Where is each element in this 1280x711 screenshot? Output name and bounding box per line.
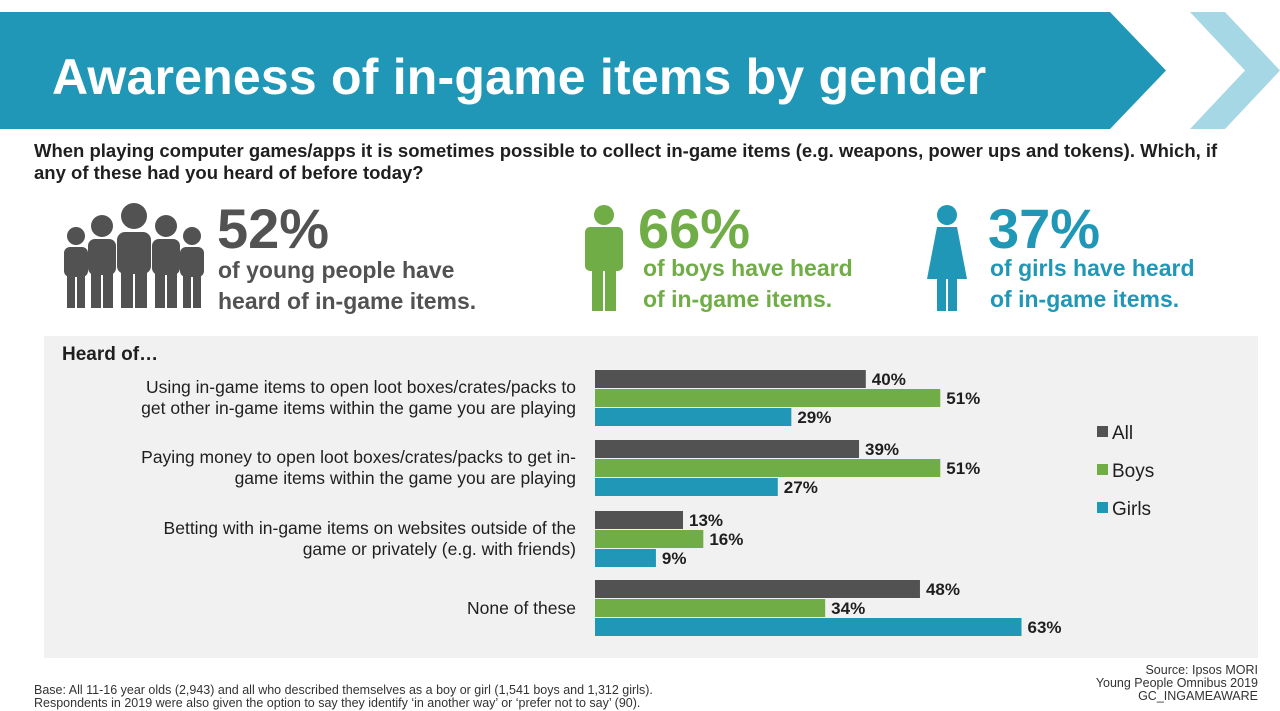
data-label: 9%: [662, 549, 687, 568]
category-label-line: Betting with in-game items on websites o…: [163, 518, 576, 538]
stat-girls-line2: of in-game items.: [990, 286, 1180, 312]
bar-all: [595, 440, 860, 458]
category-label: Betting with in-game items on websites o…: [36, 518, 576, 560]
data-label: 48%: [926, 580, 960, 599]
legend-label: Boys: [1112, 461, 1154, 482]
bar-boys: [595, 599, 826, 617]
bar-all: [595, 511, 684, 529]
bar-girls: [595, 478, 778, 496]
footer-source: Source: Ipsos MORI Young People Omnibus …: [1096, 664, 1258, 703]
data-label: 63%: [1028, 618, 1062, 637]
bar-girls: [595, 549, 656, 567]
stat-girls-line1: of girls have heard: [990, 255, 1195, 281]
boy-icon: [585, 205, 623, 311]
legend-label: All: [1112, 423, 1133, 444]
bar-all: [595, 370, 866, 388]
legend-swatch: [1097, 502, 1108, 513]
data-label: 34%: [831, 599, 865, 618]
category-label-line: get other in-game items within the game …: [141, 398, 576, 418]
header-banner: Awareness of in-game items by gender: [0, 12, 1280, 129]
stat-all-line2: heard of in-game items.: [218, 288, 477, 314]
group-of-people-icon: [64, 203, 204, 308]
data-label: 51%: [946, 389, 980, 408]
footer-base-note: Base: All 11-16 year olds (2,943) and al…: [34, 684, 653, 710]
stat-boys-value: 66%: [638, 197, 751, 260]
data-label: 39%: [865, 440, 899, 459]
category-label: Paying money to open loot boxes/crates/p…: [36, 447, 576, 489]
bar-boys: [595, 389, 941, 407]
source-line-3: GC_INGAMEAWARE: [1138, 689, 1258, 703]
data-label: 40%: [872, 370, 906, 389]
data-label: 51%: [946, 459, 980, 478]
stat-girls-value: 37%: [988, 197, 1101, 260]
stat-boys-line2: of in-game items.: [643, 286, 833, 312]
source-line-2: Young People Omnibus 2019: [1095, 676, 1258, 690]
base-line-1: Base: All 11-16 year olds (2,943) and al…: [34, 683, 653, 697]
data-label: 27%: [784, 478, 818, 497]
category-label: Using in-game items to open loot boxes/c…: [36, 377, 576, 419]
category-label-line: game items within the game you are playi…: [234, 468, 576, 488]
bar-girls: [595, 618, 1022, 636]
stat-all-value: 52%: [217, 197, 330, 260]
bar-boys: [595, 530, 704, 548]
bar-girls: [595, 408, 792, 426]
source-line-1: Source: Ipsos MORI: [1145, 663, 1258, 677]
category-label-line: Paying money to open loot boxes/crates/p…: [141, 447, 576, 467]
chart-title: Heard of…: [62, 344, 159, 365]
data-label: 29%: [797, 408, 831, 427]
bar-boys: [595, 459, 941, 477]
category-label: None of these: [36, 598, 576, 619]
banner-arrow-shape: [0, 12, 1280, 129]
base-line-2: Respondents in 2019 were also given the …: [34, 696, 641, 710]
category-label-line: Using in-game items to open loot boxes/c…: [146, 377, 576, 397]
bar-all: [595, 580, 920, 598]
data-label: 13%: [689, 511, 723, 530]
legend-swatch: [1097, 426, 1108, 437]
girl-icon: [927, 205, 967, 311]
data-label: 16%: [709, 530, 743, 549]
stat-all-line1: of young people have: [218, 257, 455, 283]
survey-question: When playing computer games/apps it is s…: [34, 140, 1218, 183]
stat-boys-line1: of boys have heard: [643, 255, 853, 281]
legend-swatch: [1097, 464, 1108, 475]
legend-label: Girls: [1112, 499, 1151, 520]
category-label-line: None of these: [467, 597, 576, 618]
category-label-line: game or privately (e.g. with friends): [302, 539, 576, 559]
page-title: Awareness of in-game items by gender: [52, 49, 987, 105]
